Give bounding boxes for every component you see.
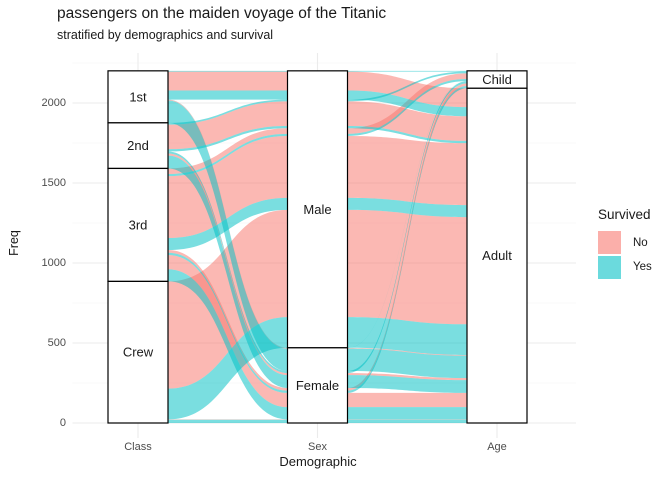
flow-ribbon (347, 71, 467, 108)
stratum-label-female: Female (296, 378, 339, 393)
flow-ribbon (347, 81, 467, 348)
x-tick-label-class: Class (124, 441, 152, 453)
y-tick-label-1000: 1000 (41, 256, 66, 269)
flow-ribbon (168, 151, 288, 374)
stratum-box-crew (107, 280, 169, 424)
flow-ribbon (347, 317, 467, 355)
stratum-label-male: Male (303, 202, 331, 217)
stratum-label-2nd: 2nd (127, 138, 149, 153)
flow-ribbon (168, 255, 288, 408)
flow-ribbon (347, 348, 467, 379)
stratum-label-3rd: 3rd (129, 217, 148, 232)
y-tick-label-0: 0 (59, 416, 66, 429)
flow-ribbon (168, 99, 288, 125)
flow-ribbon (347, 407, 467, 420)
flow-ribbon (347, 70, 467, 72)
y-axis-title: Freq (7, 230, 21, 256)
flow-ribbon (168, 135, 288, 239)
stratum-label-child: Child (482, 72, 512, 87)
flow-ribbon (347, 375, 467, 393)
flow-ribbon (168, 90, 288, 100)
stratum-box-3rd (107, 167, 169, 283)
legend-label-no: No (633, 236, 648, 249)
legend: Survived No Yes (598, 207, 652, 280)
stratum-label-crew: Crew (123, 345, 154, 360)
flow-ribbon (168, 153, 288, 376)
strata: 1st 2nd 3rd Crew Male Female Child Adult (107, 70, 528, 424)
flow-ribbon (347, 209, 467, 325)
flow-ribbon (347, 197, 467, 218)
flow-ribbon (347, 135, 467, 206)
legend-entry-no: No (598, 231, 652, 254)
x-tick-label-sex: Sex (308, 441, 327, 453)
chart-title: passengers on the maiden voyage of the T… (57, 5, 387, 22)
stratum-box-adult (466, 87, 528, 424)
y-tick-label-2000: 2000 (41, 96, 66, 109)
flow-ribbon (168, 100, 288, 371)
flow-ribbon (347, 71, 467, 102)
x-axis-title: Demographic (279, 454, 357, 469)
stratum-label-1st: 1st (129, 89, 147, 104)
flow-ribbon (168, 269, 288, 420)
flow-ribbon (168, 126, 288, 152)
y-tick-label-500: 500 (47, 336, 66, 349)
flow-ribbon (168, 133, 288, 177)
stratum-label-adult: Adult (482, 248, 512, 263)
flow-ribbon (168, 419, 288, 423)
stratum-box-female (286, 347, 349, 424)
flow-ribbon (347, 90, 467, 117)
stratum-box-male (286, 70, 349, 349)
flow-ribbon (347, 373, 467, 381)
flow-ribbon (347, 419, 467, 423)
y-tick-label-1500: 1500 (41, 176, 66, 189)
flow-ribbon (168, 70, 288, 72)
flow-ribbon (347, 81, 467, 374)
flow-ribbon (347, 392, 467, 408)
flow-ribbon (168, 155, 288, 388)
chart-subtitle: stratified by demographics and survival (57, 28, 274, 42)
legend-entry-yes: Yes (598, 255, 652, 279)
flow-ribbon (168, 71, 288, 91)
flow-ribbon (347, 101, 467, 141)
flow-ribbon (168, 197, 288, 251)
legend-swatch-yes (598, 255, 621, 279)
stratum-box-2nd (107, 122, 169, 170)
flow-ribbon (347, 126, 467, 144)
legend-swatch-no (598, 231, 621, 254)
flows (168, 70, 467, 423)
x-tick-label-age: Age (487, 441, 507, 453)
flow-ribbon (347, 86, 467, 393)
flow-ribbon (168, 128, 288, 175)
flow-ribbon (347, 347, 467, 356)
legend-label-yes: Yes (633, 261, 652, 273)
legend-title: Survived (598, 207, 651, 222)
flow-ribbon (168, 209, 288, 389)
flow-ribbon (168, 252, 288, 393)
